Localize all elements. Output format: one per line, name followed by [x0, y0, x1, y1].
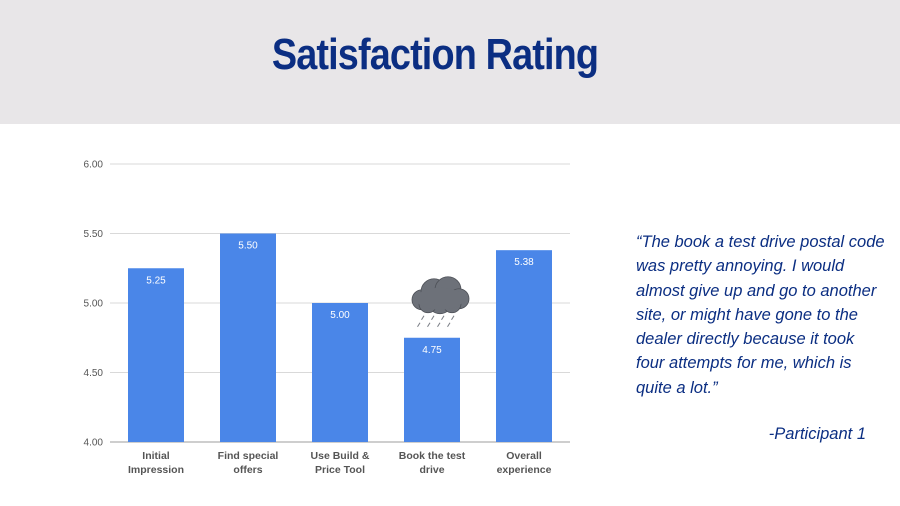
title-banner: [0, 0, 900, 124]
x-tick-label: Initial: [142, 450, 170, 462]
y-tick-label: 4.00: [84, 438, 104, 449]
quote-attribution: -Participant 1: [768, 425, 866, 443]
participant-quote: “The book a test drive postal code was p…: [636, 233, 885, 397]
x-tick-label: Book the test: [399, 450, 466, 462]
data-label: 5.00: [330, 310, 350, 321]
bar: [220, 233, 276, 442]
bar: [312, 303, 368, 442]
x-tick-label: Price Tool: [315, 464, 365, 476]
bar: [404, 337, 460, 442]
page-title: Satisfaction Rating: [271, 30, 599, 79]
y-tick-label: 5.50: [84, 229, 104, 240]
data-label: 4.75: [422, 345, 442, 356]
x-tick-label: drive: [419, 464, 444, 476]
rain-cloud-icon: [411, 276, 470, 328]
x-tick-label: offers: [233, 464, 262, 476]
x-tick-label: Impression: [128, 464, 184, 476]
x-tick-label: experience: [497, 464, 552, 476]
data-label: 5.38: [514, 257, 534, 268]
bar: [128, 268, 184, 442]
data-label: 5.25: [146, 275, 166, 286]
bar: [496, 250, 552, 442]
y-tick-label: 5.00: [84, 299, 104, 310]
y-tick-label: 4.50: [84, 368, 104, 379]
y-tick-label: 6.00: [84, 160, 104, 171]
x-tick-label: Find special: [218, 450, 279, 462]
bar-chart: 4.00 4.50 5.00 5.50 6.00 5.25 Initial Impressio…: [84, 160, 570, 476]
data-label: 5.50: [238, 241, 258, 252]
x-tick-label: Overall: [506, 450, 542, 462]
x-tick-label: Use Build &: [311, 450, 370, 462]
